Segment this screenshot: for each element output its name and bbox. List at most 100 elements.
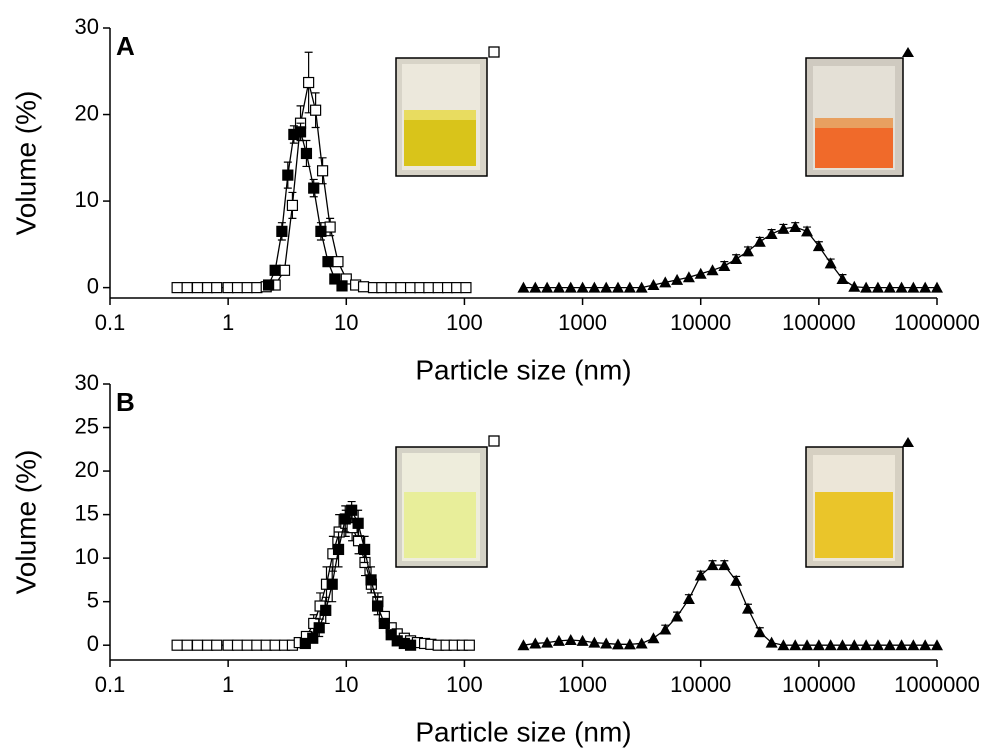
marker: [895, 639, 908, 651]
marker: [529, 281, 542, 293]
marker: [222, 639, 234, 651]
marker: [211, 639, 223, 651]
y-axis-label: Volume (%): [10, 91, 41, 236]
marker: [635, 281, 648, 293]
marker: [385, 282, 397, 294]
marker: [463, 639, 475, 651]
marker: [907, 281, 920, 293]
marker: [871, 281, 884, 293]
x-axis-label: Particle size (nm): [415, 716, 631, 747]
series-line: [523, 226, 937, 289]
marker: [588, 281, 601, 293]
marker: [895, 281, 908, 293]
x-tick-label: 0.1: [95, 310, 126, 335]
marker: [753, 626, 766, 638]
inset-photo: [395, 446, 488, 568]
panel-label: A: [116, 31, 135, 61]
marker: [765, 227, 778, 239]
x-tick-label: 1000: [558, 310, 607, 335]
marker: [659, 276, 672, 288]
marker: [588, 636, 601, 648]
marker: [659, 623, 672, 635]
marker: [801, 639, 814, 651]
marker: [541, 636, 554, 648]
marker: [181, 639, 193, 651]
marker: [171, 282, 183, 294]
marker: [789, 639, 802, 651]
x-tick-label: 10000: [670, 672, 731, 697]
x-tick-label: 100: [446, 310, 483, 335]
marker: [269, 639, 281, 651]
marker: [395, 282, 407, 294]
marker: [777, 222, 790, 234]
inset-photo: [805, 446, 904, 568]
marker: [404, 639, 417, 651]
marker: [682, 593, 695, 605]
marker: [404, 282, 417, 294]
marker: [801, 225, 814, 237]
marker: [329, 273, 341, 285]
x-tick-label: 100: [446, 672, 483, 697]
marker: [600, 637, 613, 649]
marker: [635, 637, 648, 649]
marker: [191, 282, 204, 294]
x-tick-label: 1: [222, 310, 234, 335]
marker: [612, 281, 625, 293]
marker: [313, 622, 325, 634]
marker: [332, 256, 344, 268]
y-tick-label: 20: [75, 457, 99, 482]
marker: [460, 282, 472, 294]
marker: [332, 543, 345, 556]
marker: [706, 264, 719, 276]
marker: [308, 182, 320, 194]
marker: [741, 602, 754, 614]
marker: [385, 629, 397, 641]
x-tick-label: 1000: [558, 672, 607, 697]
marker: [907, 639, 920, 651]
marker: [320, 604, 332, 616]
legend-symbol: [902, 47, 914, 57]
series-line: [523, 564, 937, 646]
marker: [191, 639, 204, 651]
marker: [765, 636, 778, 648]
marker: [931, 281, 943, 293]
y-tick-label: 0: [87, 631, 99, 656]
marker: [241, 639, 253, 651]
marker: [812, 240, 825, 252]
marker: [623, 638, 636, 650]
marker: [310, 104, 322, 116]
x-tick-label: 0.1: [95, 672, 126, 697]
marker: [251, 639, 263, 651]
marker: [777, 639, 790, 651]
marker: [541, 281, 554, 293]
marker: [706, 559, 719, 571]
marker: [576, 281, 589, 293]
marker: [181, 282, 193, 294]
marker: [552, 281, 565, 293]
x-tick-label: 1: [222, 672, 234, 697]
marker: [848, 639, 861, 651]
marker: [753, 235, 766, 247]
marker: [276, 225, 288, 237]
marker: [339, 513, 351, 525]
marker: [812, 639, 825, 651]
marker: [671, 610, 684, 622]
marker: [359, 543, 371, 556]
marker: [860, 281, 873, 293]
marker: [883, 639, 896, 651]
marker: [357, 281, 370, 293]
y-tick-label: 30: [75, 370, 99, 395]
marker: [848, 280, 861, 292]
marker: [222, 282, 234, 294]
x-tick-label: 1000000: [894, 310, 980, 335]
marker: [919, 639, 932, 651]
marker: [529, 637, 542, 649]
marker: [286, 199, 299, 212]
inset-photo: [805, 57, 904, 177]
marker: [824, 639, 837, 651]
marker: [517, 639, 530, 651]
marker: [282, 169, 294, 181]
marker: [336, 280, 348, 292]
marker: [919, 281, 932, 293]
